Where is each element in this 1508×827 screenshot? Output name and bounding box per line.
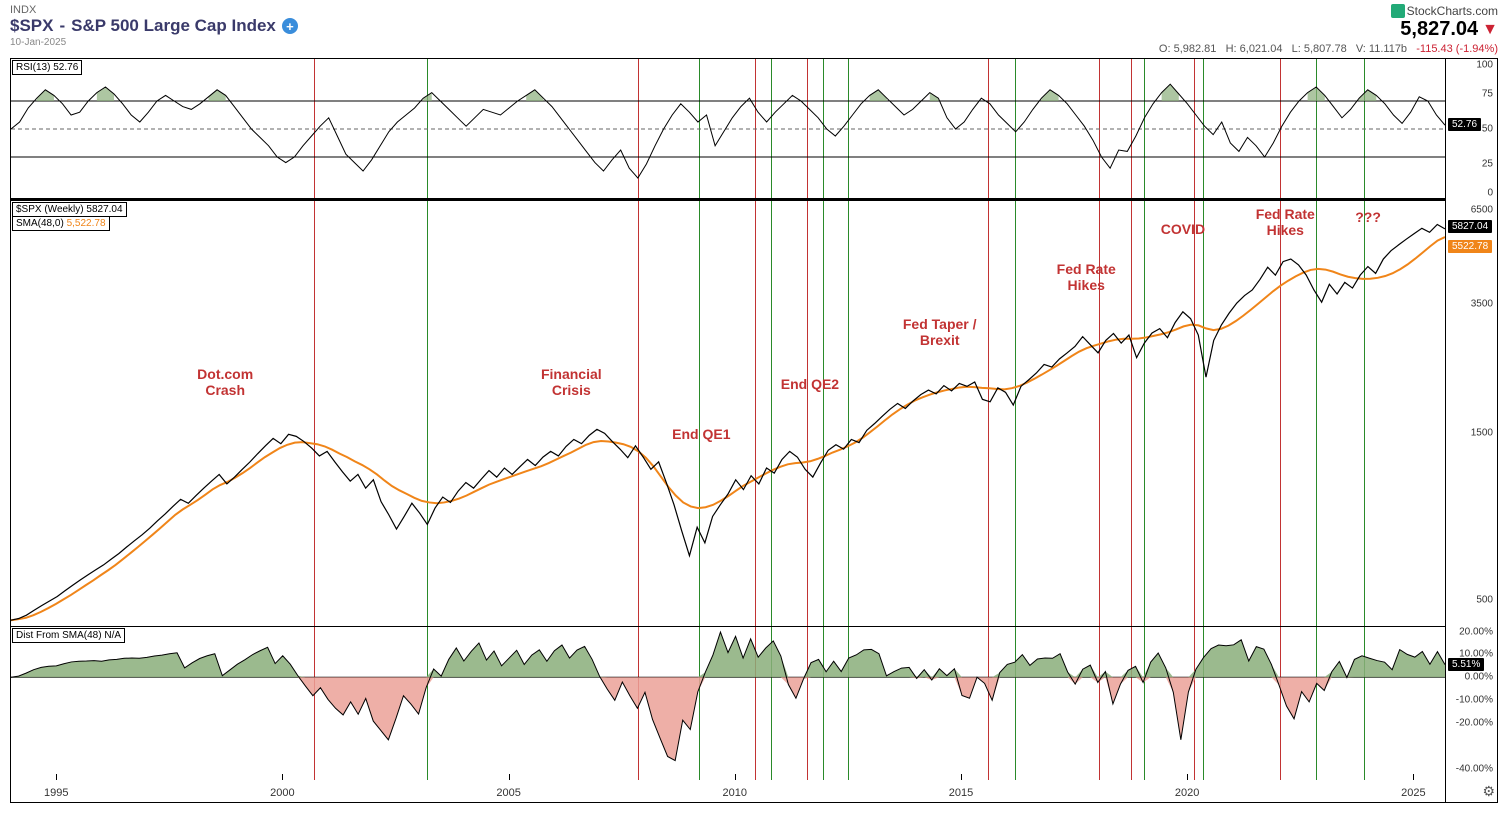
logo-text: StockCharts.com (1407, 4, 1498, 18)
x-label: 2015 (949, 787, 973, 799)
x-label: 2010 (723, 787, 747, 799)
down-arrow-icon: ▼ (1482, 21, 1498, 39)
stockcharts-logo[interactable]: StockCharts.com (1159, 4, 1498, 18)
open-value: 5,982.81 (1174, 43, 1217, 55)
sep-dash: - (59, 16, 65, 36)
rsi-ytick: 100 (1476, 60, 1493, 71)
rsi-badge: 52.76 (1448, 118, 1481, 131)
price-svg (11, 201, 1445, 629)
dist-svg (11, 627, 1445, 780)
annotation: COVID (1161, 221, 1205, 237)
annotation: Dot.com Crash (197, 366, 253, 398)
indx-label: INDX (10, 4, 298, 16)
annotation: Fed Rate Hikes (1057, 261, 1116, 293)
rsi-panel: RSI(13) 52.76 (11, 59, 1445, 199)
x-label: 2000 (270, 787, 294, 799)
dist-ytick: -10.00% (1456, 695, 1493, 706)
x-tick (1187, 774, 1188, 780)
annotation: ??? (1355, 209, 1381, 225)
add-icon[interactable]: + (282, 18, 298, 34)
annotation: Fed Taper / Brexit (903, 316, 977, 348)
volume-value: 11.117b (1369, 43, 1407, 55)
price-panel: $SPX (Weekly) 5827.04 SMA(48,0) 5,522.78… (11, 199, 1445, 627)
dist-ytick: 20.00% (1459, 626, 1493, 637)
logo-icon (1391, 4, 1405, 18)
last-price: 5,827.04 ▼ (1159, 18, 1498, 41)
header: INDX $SPX - S&P 500 Large Cap Index + 10… (0, 0, 1508, 55)
x-label: 2005 (496, 787, 520, 799)
last-price-value: 5,827.04 (1400, 18, 1478, 41)
price-ytick: 1500 (1471, 428, 1493, 439)
x-tick (509, 774, 510, 780)
olhv-line: O: 5,982.81 H: 6,021.04 L: 5,807.78 V: 1… (1159, 43, 1498, 55)
price-ytick: 500 (1476, 595, 1493, 606)
dist-ytick: -40.00% (1456, 763, 1493, 774)
rsi-ytick: 25 (1482, 159, 1493, 170)
x-tick (735, 774, 736, 780)
x-label: 2020 (1175, 787, 1199, 799)
dist-badge: 5.51% (1448, 658, 1484, 671)
y-axis: 0 25 50 75 100 52.76 500 1500 3500 6500 5827.04 552… (1445, 59, 1497, 802)
x-tick (1413, 774, 1414, 780)
price-ytick: 3500 (1471, 299, 1493, 310)
x-label: 1995 (44, 787, 68, 799)
x-tick (961, 774, 962, 780)
sma-panel-title: SMA(48,0) 5,522.78 (12, 216, 110, 231)
rsi-svg (11, 59, 1445, 199)
x-axis: 1995 2000 2005 2010 2015 2020 2025 (11, 780, 1445, 802)
high-value: 6,021.04 (1240, 43, 1283, 55)
annotation: Financial Crisis (541, 366, 602, 398)
dist-ytick: 0.00% (1465, 672, 1493, 683)
x-label: 2025 (1401, 787, 1425, 799)
price-badge: 5827.04 (1448, 220, 1492, 233)
x-tick (282, 774, 283, 780)
rsi-ytick: 75 (1482, 89, 1493, 100)
rsi-ytick: 50 (1482, 124, 1493, 135)
name-text: S&P 500 Large Cap Index (71, 16, 276, 36)
low-value: 5,807.78 (1304, 43, 1347, 55)
change-value: -115.43 (1416, 43, 1453, 55)
chart-area[interactable]: RSI(13) 52.76 $SPX (Weekly) 5827.04 SMA(… (10, 58, 1498, 803)
header-left: INDX $SPX - S&P 500 Large Cap Index + 10… (10, 4, 298, 48)
change-pct: (-1.94%) (1456, 43, 1498, 55)
gear-icon[interactable]: ⚙ (1482, 783, 1495, 800)
annotation: Fed Rate Hikes (1256, 206, 1315, 238)
symbol-text: $SPX (10, 16, 53, 36)
x-tick (56, 774, 57, 780)
annotation: End QE1 (672, 426, 730, 442)
date-label: 10-Jan-2025 (10, 37, 298, 48)
annotation: End QE2 (781, 376, 839, 392)
rsi-panel-title: RSI(13) 52.76 (12, 60, 82, 75)
dist-panel-title: Dist From SMA(48) N/A (12, 628, 125, 643)
rsi-ytick: 0 (1487, 188, 1493, 199)
sma-badge: 5522.78 (1448, 240, 1492, 253)
title-line: $SPX - S&P 500 Large Cap Index + (10, 16, 298, 36)
dist-panel: Dist From SMA(48) N/A (11, 627, 1445, 802)
header-right: StockCharts.com 5,827.04 ▼ O: 5,982.81 H… (1159, 4, 1498, 55)
dist-ytick: -20.00% (1456, 717, 1493, 728)
price-panel-title: $SPX (Weekly) 5827.04 (12, 202, 127, 217)
price-ytick: 6500 (1471, 205, 1493, 216)
